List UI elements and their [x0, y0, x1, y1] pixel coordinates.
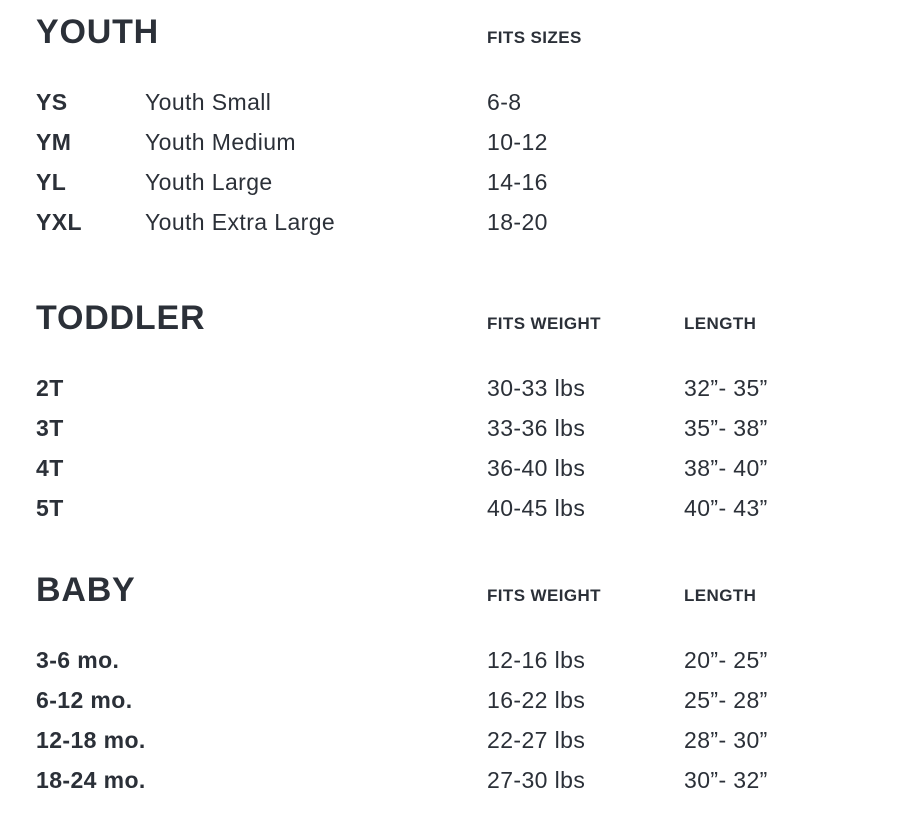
section-baby-rows: 3-6 mo. 12-16 lbs 20”- 25” 6-12 mo. 16-2… [36, 640, 888, 800]
size-length-value: 25”- 28” [684, 686, 768, 713]
column-header-fits-sizes: FITS SIZES [487, 28, 582, 47]
size-name: Youth Small [145, 88, 272, 115]
table-row: 18-24 mo. 27-30 lbs 30”- 32” [36, 760, 888, 800]
size-code: YL [36, 168, 67, 195]
size-fits-value: 14-16 [487, 168, 548, 195]
size-weight-value: 16-22 lbs [487, 686, 586, 713]
table-row: YL Youth Large 14-16 [36, 162, 888, 202]
column-header-fits-weight: FITS WEIGHT [487, 314, 601, 333]
table-row: 2T 30-33 lbs 32”- 35” [36, 368, 888, 408]
column-header-length: LENGTH [684, 586, 757, 605]
table-row: YXL Youth Extra Large 18-20 [36, 202, 888, 242]
size-length-value: 20”- 25” [684, 646, 768, 673]
size-code: YM [36, 128, 72, 155]
section-title: YOUTH [36, 13, 159, 51]
table-row: 3-6 mo. 12-16 lbs 20”- 25” [36, 640, 888, 680]
size-weight-value: 12-16 lbs [487, 646, 586, 673]
size-code: 6-12 mo. [36, 686, 133, 713]
section-youth-header: YOUTH FITS SIZES [36, 12, 888, 52]
size-length-value: 30”- 32” [684, 766, 768, 793]
size-length-value: 38”- 40” [684, 454, 768, 481]
size-code: 2T [36, 374, 64, 401]
size-weight-value: 33-36 lbs [487, 414, 586, 441]
size-length-value: 35”- 38” [684, 414, 768, 441]
size-code: YXL [36, 208, 82, 235]
size-weight-value: 30-33 lbs [487, 374, 586, 401]
size-code: 18-24 mo. [36, 766, 146, 793]
table-row: YS Youth Small 6-8 [36, 82, 888, 122]
table-row: 3T 33-36 lbs 35”- 38” [36, 408, 888, 448]
section-title: TODDLER [36, 299, 206, 337]
size-code: 4T [36, 454, 64, 481]
size-weight-value: 27-30 lbs [487, 766, 586, 793]
section-youth-rows: YS Youth Small 6-8 YM Youth Medium 10-12… [36, 82, 888, 242]
size-weight-value: 40-45 lbs [487, 494, 586, 521]
size-code: 5T [36, 494, 64, 521]
section-toddler-header: TODDLER FITS WEIGHT LENGTH [36, 298, 888, 338]
section-youth: YOUTH FITS SIZES YS Youth Small 6-8 YM Y… [36, 12, 888, 242]
size-length-value: 32”- 35” [684, 374, 768, 401]
section-toddler: TODDLER FITS WEIGHT LENGTH 2T 30-33 lbs … [36, 298, 888, 528]
size-name: Youth Medium [145, 128, 296, 155]
size-fits-value: 6-8 [487, 88, 522, 115]
column-header-length: LENGTH [684, 314, 757, 333]
section-toddler-rows: 2T 30-33 lbs 32”- 35” 3T 33-36 lbs 35”- … [36, 368, 888, 528]
size-weight-value: 22-27 lbs [487, 726, 586, 753]
size-weight-value: 36-40 lbs [487, 454, 586, 481]
table-row: 5T 40-45 lbs 40”- 43” [36, 488, 888, 528]
size-name: Youth Large [145, 168, 273, 195]
section-baby: BABY FITS WEIGHT LENGTH 3-6 mo. 12-16 lb… [36, 570, 888, 800]
table-row: 6-12 mo. 16-22 lbs 25”- 28” [36, 680, 888, 720]
table-row: 4T 36-40 lbs 38”- 40” [36, 448, 888, 488]
size-length-value: 40”- 43” [684, 494, 768, 521]
section-title: BABY [36, 571, 136, 609]
size-code: YS [36, 88, 68, 115]
size-length-value: 28”- 30” [684, 726, 768, 753]
size-fits-value: 18-20 [487, 208, 548, 235]
size-fits-value: 10-12 [487, 128, 548, 155]
section-baby-header: BABY FITS WEIGHT LENGTH [36, 570, 888, 610]
size-code: 3T [36, 414, 64, 441]
table-row: YM Youth Medium 10-12 [36, 122, 888, 162]
size-chart: YOUTH FITS SIZES YS Youth Small 6-8 YM Y… [36, 12, 888, 800]
size-code: 12-18 mo. [36, 726, 146, 753]
size-code: 3-6 mo. [36, 646, 120, 673]
size-name: Youth Extra Large [145, 208, 336, 235]
table-row: 12-18 mo. 22-27 lbs 28”- 30” [36, 720, 888, 760]
column-header-fits-weight: FITS WEIGHT [487, 586, 601, 605]
